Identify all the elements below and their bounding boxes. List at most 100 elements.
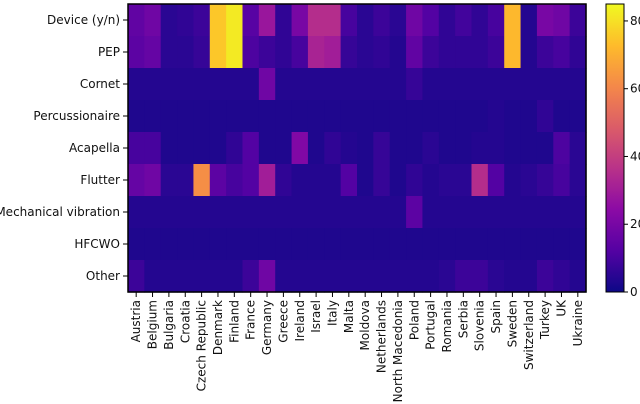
heatmap-cell [373, 196, 391, 229]
heatmap-cell [209, 4, 227, 37]
heatmap-cell [307, 228, 325, 261]
heatmap-cell [242, 4, 260, 37]
heatmap-cell [406, 100, 424, 133]
heatmap-cell [275, 4, 293, 37]
heatmap-cell [357, 4, 374, 37]
heatmap-cell [324, 196, 342, 229]
heatmap-cell [569, 36, 587, 69]
heatmap-cell [455, 68, 473, 101]
heatmap-cell [536, 68, 554, 101]
heatmap-cell [258, 164, 276, 197]
heatmap-cell [373, 164, 391, 197]
heatmap-cell [226, 228, 244, 261]
heatmap-cell [160, 228, 178, 261]
y-axis-labels: Device (y/n) PEP Cornet Percussionaire Acape… [0, 13, 128, 283]
heatmap-cell [177, 196, 195, 229]
heatmap-cell [357, 36, 374, 69]
heatmap-cell [438, 4, 456, 37]
x-tick-label: Austria [129, 300, 143, 342]
heatmap-cell [553, 228, 571, 261]
heatmap-cell [144, 100, 162, 133]
heatmap-cell [373, 132, 391, 165]
heatmap-cell [471, 260, 489, 293]
x-tick-label: Slovenia [473, 300, 487, 351]
heatmap-cell [422, 68, 440, 101]
heatmap-cell [389, 4, 407, 37]
x-tick-label: France [244, 300, 258, 340]
heatmap-cell [275, 196, 293, 229]
heatmap-cell [324, 260, 342, 293]
heatmap-cell [553, 68, 571, 101]
heatmap-cell [340, 164, 358, 197]
heatmap-cell [373, 260, 391, 293]
heatmap-cell [226, 132, 244, 165]
heatmap-cell [291, 4, 309, 37]
heatmap-cell [258, 36, 276, 69]
heatmap-cell [144, 228, 162, 261]
heatmap-cell [209, 100, 227, 133]
x-tick-label: Serbia [456, 300, 470, 338]
heatmap-cell [553, 196, 571, 229]
heatmap-cell [536, 196, 554, 229]
heatmap-cell [422, 228, 440, 261]
heatmap-cell [553, 36, 571, 69]
heatmap-cell [144, 132, 162, 165]
heatmap-cell [160, 196, 178, 229]
heatmap-cell [455, 228, 473, 261]
heatmap-cell [504, 36, 522, 69]
heatmap-cell [569, 260, 587, 293]
heatmap-cell [487, 36, 505, 69]
x-tick-label: Greece [276, 300, 290, 343]
heatmap-cell [324, 132, 342, 165]
colorbar-tick-label: 20 [630, 217, 640, 231]
heatmap-cell [553, 4, 571, 37]
heatmap-cell [209, 68, 227, 101]
y-tick-label: Device (y/n) [47, 13, 120, 27]
heatmap-cell [373, 100, 391, 133]
heatmap-cell [307, 100, 325, 133]
heatmap-cell [422, 4, 440, 37]
heatmap-cell [357, 228, 374, 261]
colorbar-tick-label: 80 [630, 14, 640, 28]
heatmap-cell [487, 164, 505, 197]
heatmap-cell [209, 260, 227, 293]
heatmap-cell [193, 68, 211, 101]
heatmap-cell [357, 132, 374, 165]
heatmap-cell [389, 68, 407, 101]
heatmap-cell [357, 164, 374, 197]
heatmap-cell [242, 36, 260, 69]
heatmap-cell [128, 164, 145, 197]
heatmap-cell [340, 132, 358, 165]
heatmap-cell [438, 260, 456, 293]
heatmap-cell [520, 68, 538, 101]
heatmap-cell [487, 228, 505, 261]
heatmap-cell [504, 164, 522, 197]
heatmap-cell [242, 68, 260, 101]
heatmap-cell [226, 4, 244, 37]
heatmap-cell [504, 228, 522, 261]
heatmap-cell [504, 68, 522, 101]
heatmap-cell [307, 164, 325, 197]
heatmap-cell [406, 260, 424, 293]
heatmap-cell [553, 260, 571, 293]
heatmap-cell [291, 36, 309, 69]
heatmap-cell [487, 4, 505, 37]
heatmap-cell [275, 36, 293, 69]
heatmap-cell [324, 68, 342, 101]
y-tick-label: HFCWO [74, 237, 120, 251]
heatmap-cell [422, 100, 440, 133]
heatmap-cell [275, 260, 293, 293]
heatmap-cell [242, 132, 260, 165]
x-tick-label: Croatia [178, 300, 192, 343]
x-tick-label: Poland [407, 300, 421, 340]
heatmap-cell [307, 196, 325, 229]
heatmap-cell [438, 36, 456, 69]
heatmap-cell [340, 260, 358, 293]
x-tick-label: UK [554, 299, 568, 317]
heatmap-cell [307, 68, 325, 101]
heatmap-cell [569, 196, 587, 229]
y-tick-label: Flutter [80, 173, 120, 187]
heatmap-cell [291, 164, 309, 197]
heatmap-cell [128, 196, 145, 229]
x-tick-label: Israel [309, 300, 323, 333]
